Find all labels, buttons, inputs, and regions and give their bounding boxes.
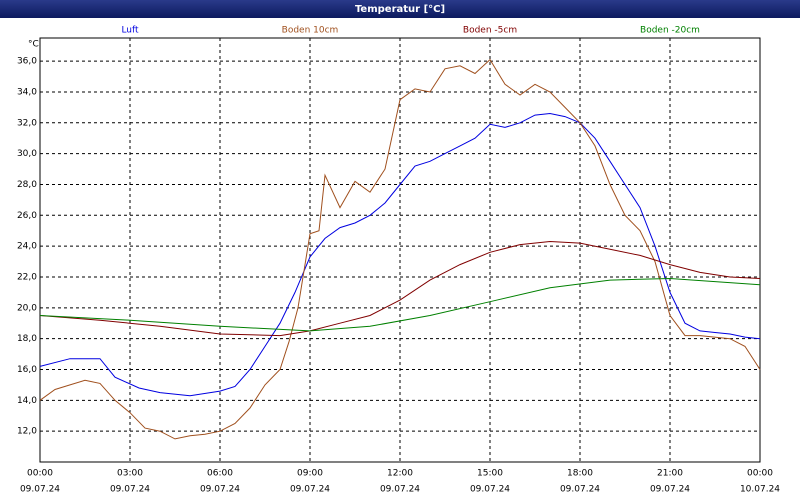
y-tick-label: 12,0 [17,427,37,437]
series-line [39,58,761,440]
y-tick-label: 16,0 [17,365,37,375]
x-tick-label: 18:00 [567,469,593,479]
series-line [39,112,761,397]
y-tick-label: 24,0 [17,242,37,252]
y-tick-label: 32,0 [17,118,37,128]
legend-entry: Boden -20cm [640,26,700,36]
y-tick-label: 14,0 [17,396,37,406]
y-unit: °C [28,40,39,50]
y-tick-label: 34,0 [17,87,37,97]
x-tick-label: 21:00 [657,469,683,479]
y-tick-label: 30,0 [17,149,37,159]
y-tick-label: 26,0 [17,211,37,221]
x-tick-date: 09.07.24 [200,485,240,495]
legend-entry: Boden 10cm [282,26,339,36]
y-tick-label: 18,0 [17,334,37,344]
x-tick-date: 09.07.24 [20,485,60,495]
y-tick-label: 28,0 [17,180,37,190]
series-line [39,240,761,337]
x-tick-date: 09.07.24 [470,485,510,495]
title-bar [0,0,800,18]
x-tick-date: 09.07.24 [380,485,420,495]
x-tick-date: 09.07.24 [560,485,600,495]
y-tick-label: 36,0 [17,57,37,67]
x-tick-date: 09.07.24 [650,485,690,495]
y-tick-label: 22,0 [17,272,37,282]
x-tick-label: 03:00 [117,469,143,479]
series-line [39,277,761,332]
x-tick-date: 09.07.24 [110,485,150,495]
legend-entry: Boden -5cm [463,26,517,36]
x-tick-label: 00:00 [27,469,53,479]
x-tick-label: 06:00 [207,469,233,479]
x-tick-label: 15:00 [477,469,503,479]
legend-entry: Luft [121,26,139,36]
x-tick-label: 00:00 [747,469,773,479]
x-tick-label: 12:00 [387,469,413,479]
x-tick-date: 10.07.24 [740,485,780,495]
y-tick-label: 20,0 [17,303,37,313]
x-tick-date: 09.07.24 [290,485,330,495]
chart-title: Temperatur [°C] [355,4,445,15]
x-tick-label: 09:00 [297,469,323,479]
